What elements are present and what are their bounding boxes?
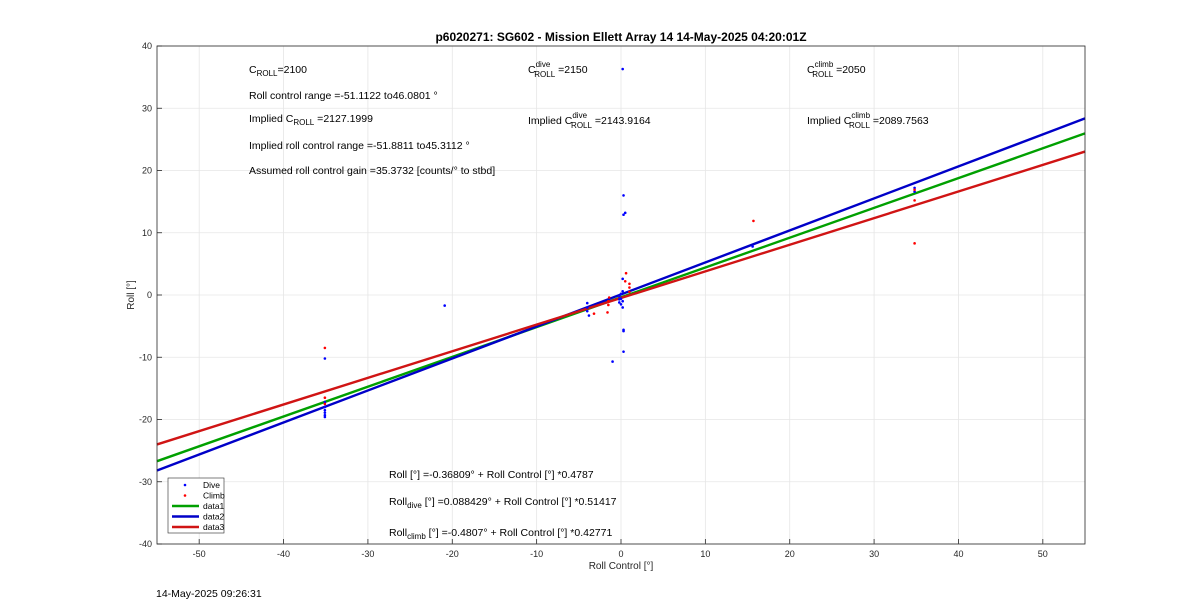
timestamp: 14-May-2025 09:26:31 bbox=[156, 588, 262, 600]
x-tick-label: 50 bbox=[1038, 549, 1048, 559]
plot-area-border bbox=[156, 45, 1086, 545]
x-tick-label: 10 bbox=[700, 549, 710, 559]
point-climb bbox=[606, 311, 609, 314]
roll-range-annotation: Roll control range =-51.1122 to46.0801 ° bbox=[249, 90, 438, 102]
point-dive bbox=[323, 411, 327, 414]
point-dive bbox=[323, 405, 327, 409]
point-dive bbox=[751, 245, 754, 248]
data-points bbox=[323, 67, 916, 419]
point-dive bbox=[619, 303, 623, 306]
y-tick-labels: -40 -30 -20 -10 0 10 20 30 40 bbox=[139, 41, 152, 549]
point-dive bbox=[621, 277, 624, 281]
c-roll-annotation: CROLL=2100 bbox=[249, 64, 307, 78]
y-tick-label: -30 bbox=[139, 477, 152, 487]
point-climb bbox=[323, 346, 327, 350]
point-dive bbox=[443, 304, 446, 307]
c-roll-climb-annotation: Cclimb ROLL =2050 bbox=[807, 60, 866, 79]
point-climb bbox=[623, 280, 627, 283]
x-tick-label: 40 bbox=[953, 549, 963, 559]
point-dive bbox=[323, 400, 327, 404]
x-tick-label: 20 bbox=[785, 549, 795, 559]
x-tick-label: 0 bbox=[618, 549, 623, 559]
point-dive bbox=[622, 194, 625, 197]
point-dive bbox=[585, 301, 589, 305]
y-tick-label: 40 bbox=[142, 41, 152, 51]
point-climb bbox=[607, 299, 610, 303]
point-dive bbox=[913, 190, 916, 193]
x-tick-label: -10 bbox=[530, 549, 543, 559]
y-tick-label: 30 bbox=[142, 103, 152, 113]
point-dive bbox=[323, 357, 327, 360]
fit-equation-all: Roll [°] =-0.36809° + Roll Control [°] *… bbox=[389, 469, 594, 481]
implied-c-roll-annotation: Implied CROLL =2127.1999 bbox=[249, 113, 373, 127]
legend-label-data2: data2 bbox=[203, 512, 225, 522]
x-tick-label: 30 bbox=[869, 549, 879, 559]
point-climb bbox=[628, 290, 631, 294]
legend-label-climb: Climb bbox=[203, 491, 225, 501]
point-dive bbox=[323, 413, 327, 417]
implied-c-roll-climb-annotation: Implied Cclimb ROLL =2089.7563 bbox=[807, 111, 929, 130]
y-tick-label: 0 bbox=[147, 290, 152, 300]
legend-label-data1: data1 bbox=[203, 501, 225, 511]
point-climb bbox=[323, 402, 327, 406]
point-climb bbox=[913, 242, 916, 245]
y-tick-label: -20 bbox=[139, 415, 152, 425]
x-axis-title: Roll Control [°] bbox=[589, 561, 654, 572]
y-tick-label: -10 bbox=[139, 352, 152, 362]
point-climb bbox=[607, 303, 610, 307]
point-climb bbox=[592, 312, 596, 315]
x-tick-labels: -50 -40 -30 -20 -10 0 10 20 30 40 50 bbox=[193, 549, 1048, 559]
point-climb bbox=[913, 188, 916, 192]
c-roll-dive-annotation: Cdive ROLL =2150 bbox=[528, 60, 588, 79]
x-tick-label: -20 bbox=[446, 549, 459, 559]
point-climb bbox=[628, 286, 631, 289]
fit-equation-dive: Rolldive [°] =0.088429° + Roll Control [… bbox=[389, 496, 617, 510]
point-dive bbox=[621, 306, 624, 309]
point-climb bbox=[628, 282, 631, 286]
point-climb bbox=[607, 296, 611, 299]
point-climb bbox=[752, 219, 755, 223]
legend-label-dive: Dive bbox=[203, 480, 220, 490]
point-dive bbox=[913, 186, 916, 190]
point-dive bbox=[323, 408, 327, 412]
point-dive bbox=[622, 213, 625, 216]
point-dive bbox=[622, 350, 625, 353]
assumed-gain-annotation: Assumed roll control gain =35.3732 [coun… bbox=[249, 165, 495, 177]
y-tick-label: -40 bbox=[139, 539, 152, 549]
fit-equation-climb: Rollclimb [°] =-0.4807° + Roll Control [… bbox=[389, 527, 612, 541]
point-dive bbox=[323, 415, 327, 419]
point-dive bbox=[585, 309, 589, 313]
point-dive bbox=[585, 306, 589, 309]
point-dive bbox=[622, 329, 625, 333]
point-dive bbox=[618, 301, 621, 304]
point-dive bbox=[621, 299, 624, 303]
implied-c-roll-dive-annotation: Implied Cdive ROLL =2143.9164 bbox=[528, 111, 651, 130]
y-axis-title: Roll [°] bbox=[126, 280, 137, 310]
point-dive bbox=[619, 297, 623, 301]
point-climb bbox=[913, 199, 916, 202]
point-climb bbox=[624, 271, 628, 275]
implied-range-annotation: Implied roll control range =-51.8811 to4… bbox=[249, 140, 470, 152]
legend-marker-climb bbox=[183, 494, 187, 497]
point-dive bbox=[611, 360, 614, 363]
point-climb bbox=[323, 396, 327, 400]
point-dive bbox=[621, 67, 624, 71]
x-tick-label: -40 bbox=[277, 549, 290, 559]
legend-label-data3: data3 bbox=[203, 522, 225, 532]
point-dive bbox=[587, 314, 591, 317]
x-tick-label: -50 bbox=[193, 549, 206, 559]
legend-marker-dive bbox=[183, 483, 187, 487]
point-dive bbox=[621, 289, 624, 293]
y-tick-label: 10 bbox=[142, 228, 152, 238]
x-tick-label: -30 bbox=[361, 549, 374, 559]
y-tick-label: 20 bbox=[142, 166, 152, 176]
chart-title: p6020271: SG602 - Mission Ellett Array 1… bbox=[435, 30, 806, 44]
point-dive bbox=[623, 211, 627, 215]
point-dive bbox=[619, 292, 623, 296]
point-dive bbox=[618, 294, 621, 298]
